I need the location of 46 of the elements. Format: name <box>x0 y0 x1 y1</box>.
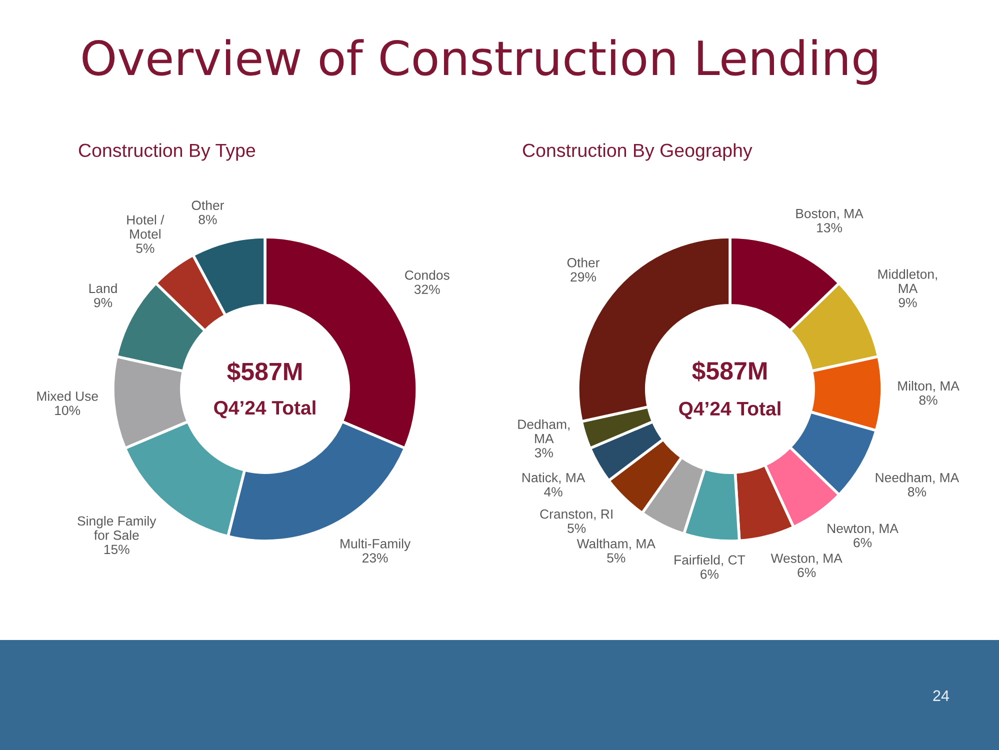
data-label: 5% <box>136 244 154 253</box>
data-label: 6% <box>854 538 872 548</box>
slice-label: Middleton, MA <box>878 269 937 293</box>
data-label: 3% <box>534 448 553 458</box>
slice-label: Cranston, RI <box>540 509 612 520</box>
data-label: 5% <box>568 524 586 533</box>
slice-label: Needham, MA <box>876 472 960 484</box>
data-label: 23% <box>362 553 388 563</box>
data-label: 6% <box>700 569 719 579</box>
slice-label: Newton, MA <box>828 524 898 535</box>
chart-title: Overview of Construction Lending <box>82 39 877 85</box>
slice-label: Condos <box>405 270 450 280</box>
slice-label: Other <box>567 258 600 268</box>
slice-label: Single Family for Sale <box>78 516 156 540</box>
data-label: 5% <box>607 553 626 563</box>
text: Q4’24 Total <box>214 400 316 418</box>
data-label: 10% <box>55 406 80 416</box>
data-label: 6% <box>798 568 816 578</box>
slice-label: Multi-Family <box>340 538 411 551</box>
data-label: 29% <box>570 272 596 282</box>
slice-label: Weston, MA <box>770 554 842 564</box>
slice-label: Hotel / Motel <box>127 214 164 239</box>
data-label: 8% <box>198 214 217 224</box>
data-label: 15% <box>104 544 130 554</box>
slice-label: Waltham, MA <box>576 538 656 550</box>
data-label: 8% <box>908 487 926 497</box>
chart-subtitle: Construction By Geography <box>522 143 752 161</box>
data-label: 9% <box>94 298 112 308</box>
slice-label: Fairfield, CT <box>674 554 746 566</box>
slice-label: Natick, MA <box>522 472 586 484</box>
data-label: 13% <box>817 223 842 232</box>
text: $587M <box>692 360 767 382</box>
text: 24 <box>933 690 950 701</box>
data-label: 32% <box>414 284 440 294</box>
slice-label: Other <box>192 200 224 210</box>
text: $587M <box>227 362 302 382</box>
slice-label: Land <box>89 283 117 294</box>
slice-label: Dedham, MA <box>518 419 570 444</box>
data-label: 8% <box>919 395 938 405</box>
data-label: 9% <box>898 298 917 308</box>
slice-label: Milton, MA <box>898 380 960 392</box>
slice-label: Mixed Use <box>37 391 98 401</box>
slice-label: Boston, MA <box>796 208 864 220</box>
data-label: 4% <box>544 487 562 496</box>
chart-subtitle: Construction By Type <box>78 143 256 161</box>
text: Q4’24 Total <box>679 401 780 420</box>
